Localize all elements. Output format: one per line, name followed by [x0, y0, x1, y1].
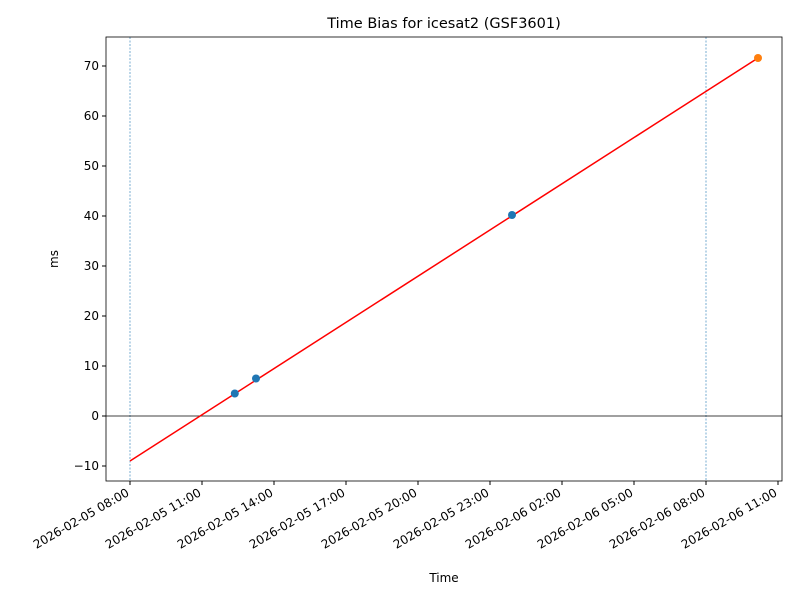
- y-axis-label: ms: [47, 250, 61, 268]
- y-tick-label: 60: [84, 109, 99, 123]
- y-tick-label: 20: [84, 309, 99, 323]
- y-tick-label: 40: [84, 209, 99, 223]
- y-tick-label: 30: [84, 259, 99, 273]
- x-axis-label: Time: [428, 571, 458, 585]
- point: [230, 389, 239, 398]
- point: [754, 54, 762, 62]
- y-tick-label: −10: [74, 459, 99, 473]
- point: [252, 374, 260, 383]
- y-tick-label: 70: [84, 59, 99, 73]
- y-tick-label: 50: [84, 159, 99, 173]
- y-tick-label: 10: [84, 359, 99, 373]
- chart-title: Time Bias for icesat2 (GSF3601): [326, 16, 561, 32]
- plot-frame: [105, 36, 783, 482]
- fit-line: [129, 57, 759, 462]
- y-tick-label: 0: [91, 409, 99, 423]
- point: [508, 211, 516, 219]
